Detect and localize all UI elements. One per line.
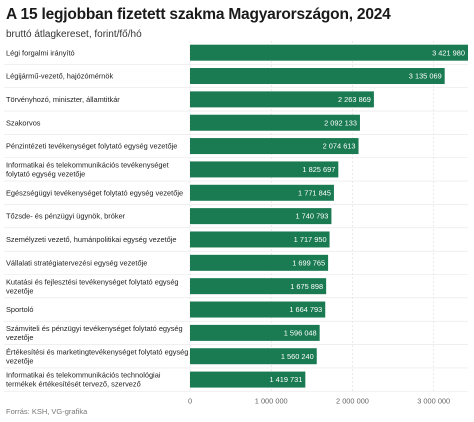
chart-subtitle: bruttó átlagkereset, forint/fő/hó [6, 29, 142, 40]
category-label: Tőzsde- és pénzügyi ügynök, bróker [6, 212, 126, 221]
bar [190, 301, 326, 318]
value-labels: 3 421 980 3 135 069 2 263 869 2 092 133 2 07… [269, 48, 465, 384]
value-label: 1 717 950 [294, 235, 327, 244]
bar [190, 138, 359, 155]
category-label: Informatikai és telekommunikációs tevéke… [6, 161, 169, 179]
x-tick-label: 3 000 000 [417, 396, 450, 405]
value-label: 1 675 898 [290, 282, 323, 291]
category-label: Informatikai és telekommunikációs techno… [6, 371, 161, 389]
category-label: Sportoló [6, 305, 34, 314]
value-label: 1 771 845 [298, 188, 331, 197]
category-label: Légi forgalmi irányító [6, 48, 75, 57]
category-label: Törvényhozó, miniszter, államtitkár [6, 95, 120, 104]
chart-source: Forrás: KSH, VG-grafika [6, 407, 88, 416]
category-label: Szakorvos [6, 118, 41, 127]
value-label: 1 664 793 [289, 305, 322, 314]
bar [190, 91, 374, 108]
category-label: Egészségügyi tevékenységet folytató egys… [6, 188, 183, 197]
bar [190, 161, 339, 178]
value-label: 1 560 240 [281, 352, 314, 361]
value-label: 2 263 869 [338, 95, 371, 104]
value-label: 3 421 980 [432, 48, 465, 57]
x-axis-ticks: 0 1 000 000 2 000 000 3 000 000 [188, 396, 450, 405]
bar [190, 254, 329, 271]
bar [190, 184, 334, 201]
category-label: Számviteli és pénzügyi tevékenységet fol… [6, 324, 183, 342]
bars [190, 44, 468, 388]
value-label: 2 092 133 [324, 118, 357, 127]
bar [190, 231, 330, 248]
x-tick-label: 0 [188, 396, 192, 405]
bar [190, 371, 306, 388]
category-label: Pénzintézeti tevékenységet folytató egys… [6, 142, 177, 151]
value-label: 1 419 731 [269, 375, 302, 384]
bar [190, 68, 445, 85]
x-tick-label: 2 000 000 [336, 396, 369, 405]
bar [190, 44, 468, 61]
category-label: Légijármű-vezető, hajózómérnök [6, 72, 114, 81]
category-label: Személyzeti vezető, humánpolitikai egysé… [6, 235, 177, 244]
category-label: Kutatási és fejlesztési tevékenységet fo… [6, 277, 179, 295]
category-label: Vállalati stratégiatervezési egység veze… [6, 258, 147, 267]
value-label: 1 825 697 [302, 165, 335, 174]
row-separators [4, 64, 468, 392]
bar [190, 208, 332, 225]
bar [190, 114, 360, 131]
bar [190, 324, 320, 341]
x-tick-label: 1 000 000 [255, 396, 288, 405]
category-labels: Légi forgalmi irányító Légijármű-vezető, … [6, 48, 188, 388]
bar [190, 278, 327, 295]
bar [190, 348, 317, 365]
category-label: Értékesítési és marketingtevékenységet f… [6, 347, 188, 365]
value-label: 1 740 793 [296, 212, 329, 221]
value-label: 3 135 069 [409, 72, 442, 81]
value-label: 1 699 765 [292, 258, 325, 267]
value-label: 2 074 613 [323, 142, 356, 151]
chart-title: A 15 legjobban fizetett szakma Magyarors… [6, 6, 391, 23]
value-label: 1 596 048 [284, 328, 317, 337]
